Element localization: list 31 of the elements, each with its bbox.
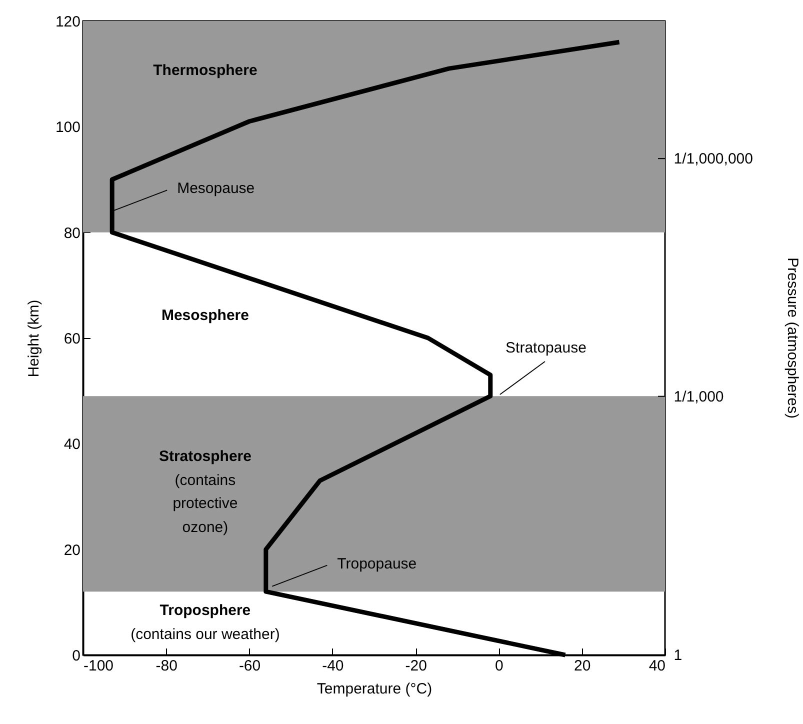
x-tick-label: -20 (405, 658, 427, 674)
x-tick-label: -100 (84, 658, 114, 674)
annotation: Mesopause (177, 180, 255, 198)
x-tick-label: 20 (574, 658, 591, 674)
annotation: Stratopause (506, 340, 586, 357)
y-tick-label: 120 (55, 14, 80, 30)
annotation: Tropopause (337, 555, 417, 572)
text: 1/1,000 (674, 388, 724, 406)
x-tick-label: 40 (648, 658, 666, 674)
annotation: Thermosphere (153, 62, 258, 79)
x-axis-title: Temperature (°C) (316, 680, 432, 698)
annotation: Troposphere (160, 602, 251, 619)
y-tick-label: 60 (64, 330, 80, 348)
text: 1 (674, 647, 682, 664)
annotation: Stratosphere (158, 448, 252, 465)
text: Pressure (atmospheres) (784, 258, 801, 418)
y-tick-label: 40 (64, 436, 80, 454)
x-tick-label: -80 (156, 658, 178, 674)
y-axis-title: Height (km) (25, 300, 42, 378)
annotation: Mesosphere (161, 307, 249, 324)
text: 1/1,000,000 (674, 150, 753, 168)
x-tick-label: -60 (238, 658, 261, 674)
annotation: protective (172, 494, 238, 512)
x-tick-label: 0 (495, 658, 504, 674)
annotation: (contains our weather) (130, 626, 280, 644)
y-tick-label: 100 (55, 119, 80, 136)
y-tick-label: 20 (64, 542, 80, 559)
y-tick-label: 80 (64, 224, 80, 242)
annotation: (contains (174, 472, 236, 490)
annotation: ozone) (182, 518, 228, 536)
x-tick-label: -40 (322, 658, 344, 674)
